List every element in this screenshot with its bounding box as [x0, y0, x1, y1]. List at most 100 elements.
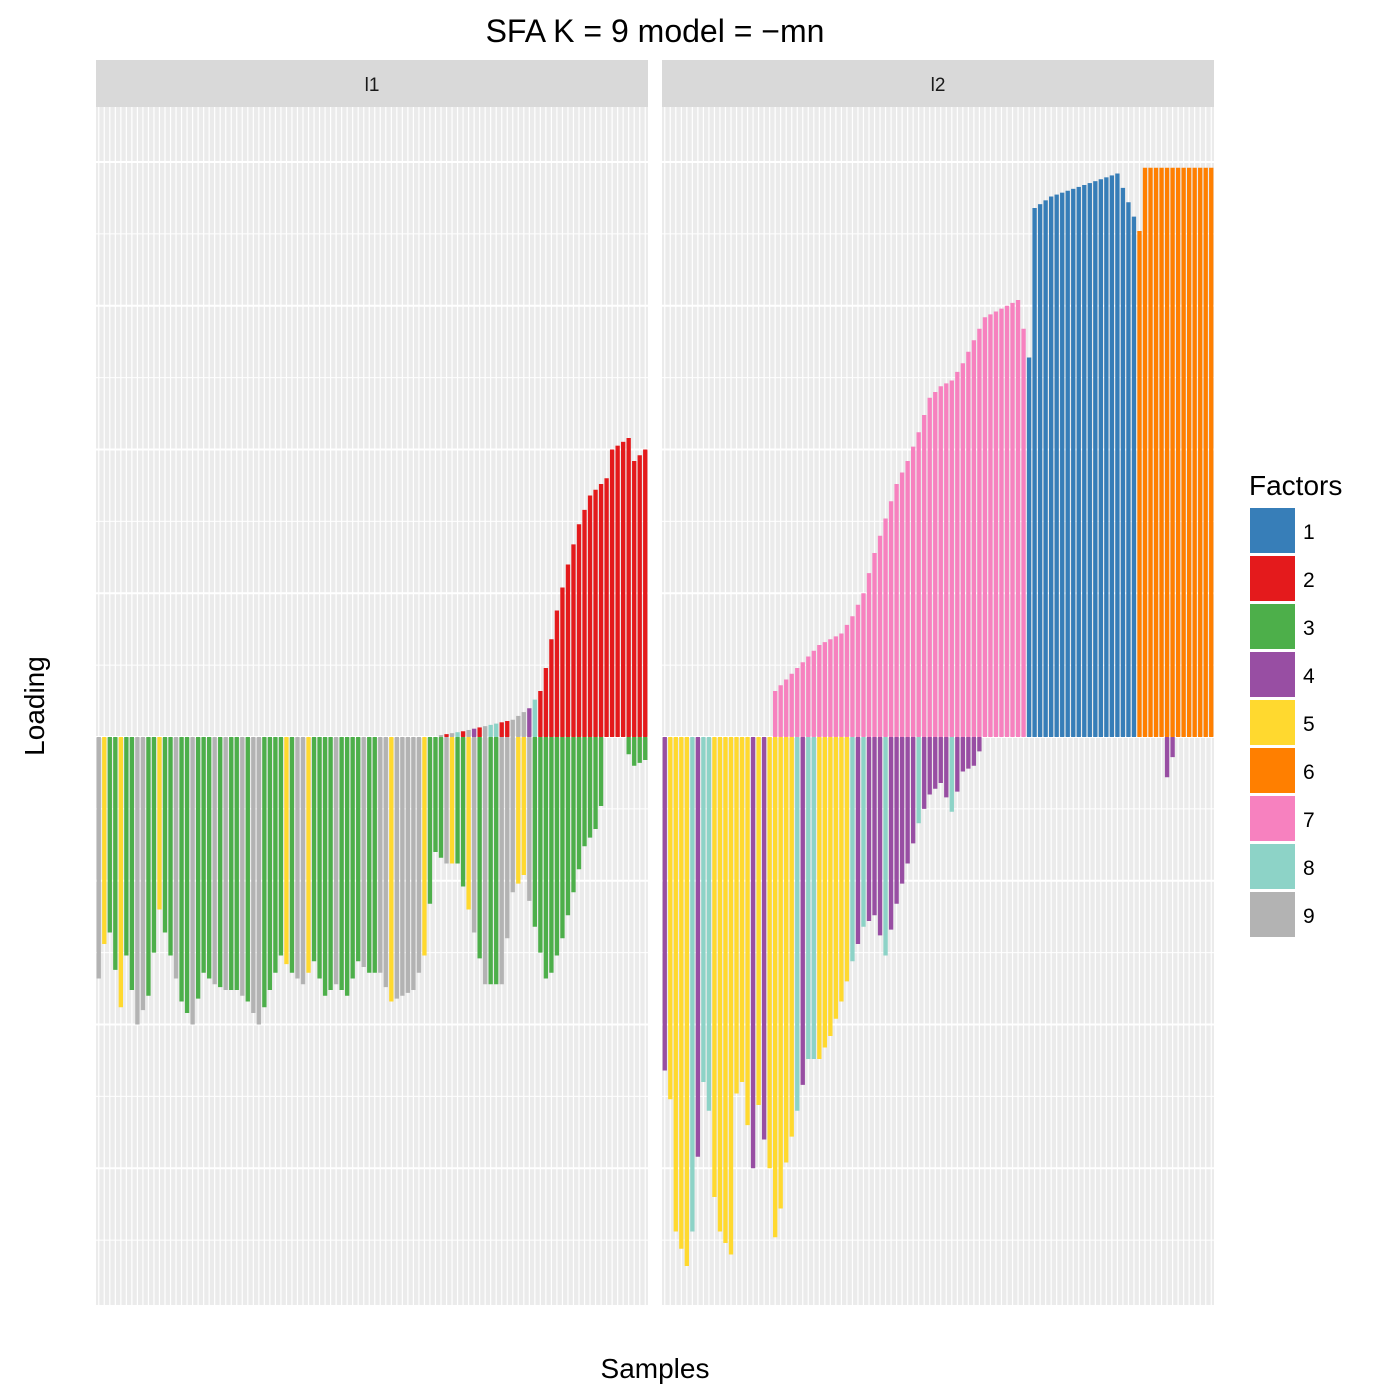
- bar-positive: [949, 380, 954, 737]
- bar-negative: [311, 737, 317, 962]
- legend-label-2: 2: [1303, 569, 1315, 592]
- bar-positive: [789, 673, 794, 737]
- bar-positive: [811, 650, 816, 737]
- bar-positive: [861, 593, 866, 737]
- bar-negative: [168, 737, 173, 956]
- facet-strip-l2: [662, 60, 1214, 107]
- bar-negative: [278, 737, 284, 956]
- bar-positive: [499, 722, 504, 737]
- bar-negative: [201, 737, 206, 973]
- bar-positive: [866, 573, 872, 737]
- bar-positive: [488, 724, 493, 737]
- bar-negative: [367, 737, 372, 973]
- bar-negative: [632, 737, 637, 766]
- bar-negative: [466, 737, 471, 910]
- bar-negative: [626, 737, 631, 755]
- bar-negative: [245, 737, 250, 1002]
- bar-positive: [565, 564, 571, 737]
- bar-negative: [695, 737, 701, 1157]
- y-axis-label: Loading: [19, 656, 50, 756]
- bar-negative: [532, 737, 537, 927]
- bar-negative: [717, 737, 723, 1232]
- bar-negative: [745, 737, 750, 1126]
- bar-negative: [673, 737, 678, 1232]
- plot-area-l2: [662, 107, 1214, 1305]
- bar-positive: [455, 732, 460, 737]
- legend-label-7: 7: [1303, 809, 1315, 832]
- bar-positive: [833, 636, 839, 737]
- bar-negative: [333, 737, 339, 985]
- bar-positive: [609, 449, 615, 737]
- bar-negative: [888, 737, 894, 930]
- bar-negative: [679, 737, 684, 1249]
- legend-key-1: [1250, 508, 1295, 553]
- bar-negative: [223, 737, 228, 990]
- legend-key-7: [1250, 796, 1295, 841]
- bar-positive: [626, 438, 631, 737]
- bar-negative: [877, 737, 883, 936]
- bar-positive: [505, 721, 510, 737]
- x-axis-label: Samples: [601, 1353, 710, 1384]
- bar-negative: [267, 737, 273, 990]
- bar-negative: [767, 737, 772, 1169]
- bar-negative: [113, 737, 118, 970]
- bar-negative: [922, 737, 927, 809]
- bar-negative: [102, 737, 107, 944]
- bar-negative: [527, 737, 532, 901]
- bar-positive: [538, 691, 543, 737]
- bar-positive: [894, 484, 899, 737]
- legend-key-6: [1250, 748, 1295, 793]
- bar-negative: [701, 737, 706, 1082]
- bar-negative: [911, 737, 916, 844]
- bar-negative: [494, 737, 499, 985]
- bar-positive: [1060, 192, 1065, 737]
- bar-positive: [795, 668, 800, 737]
- bar-negative: [543, 737, 549, 979]
- bar-negative: [345, 737, 350, 996]
- bar-negative: [927, 737, 932, 795]
- bar-positive: [911, 446, 916, 737]
- bar-negative: [107, 737, 112, 933]
- bar-positive: [527, 708, 532, 737]
- bar-negative: [894, 737, 899, 904]
- bar-positive: [1203, 167, 1208, 737]
- bar-negative: [811, 737, 816, 1059]
- bar-negative: [565, 737, 571, 916]
- bar-negative: [750, 737, 756, 1169]
- bar-positive: [1026, 357, 1032, 737]
- bar-negative: [521, 737, 526, 875]
- bar-positive: [855, 604, 861, 737]
- panel-l2: l2: [662, 60, 1214, 1305]
- bar-negative: [844, 737, 850, 982]
- bar-positive: [1181, 167, 1186, 737]
- bar-negative: [795, 737, 800, 1111]
- bar-positive: [1198, 167, 1203, 737]
- bar-positive: [549, 639, 554, 737]
- bar-negative: [455, 737, 460, 864]
- bar-negative: [598, 737, 604, 806]
- bar-negative: [949, 737, 954, 812]
- bar-positive: [927, 397, 932, 737]
- bar-negative: [955, 737, 960, 792]
- bar-negative: [350, 737, 355, 979]
- bar-positive: [1037, 204, 1043, 737]
- bar-negative: [668, 737, 673, 1100]
- bar-positive: [905, 461, 910, 737]
- bar-negative: [229, 737, 234, 990]
- bar-negative: [706, 737, 712, 1111]
- bar-negative: [861, 737, 866, 927]
- bar-negative: [135, 737, 140, 1025]
- bar-negative: [151, 737, 157, 953]
- bar-positive: [960, 363, 965, 737]
- bar-negative: [684, 737, 689, 1266]
- bar-positive: [966, 351, 971, 737]
- bar-negative: [560, 737, 565, 939]
- bar-negative: [140, 737, 146, 1011]
- bar-positive: [1175, 167, 1181, 737]
- bar-negative: [483, 737, 488, 985]
- bar-negative: [499, 737, 504, 985]
- bar-positive: [784, 679, 789, 737]
- bar-positive: [839, 633, 844, 737]
- bar-positive: [1142, 167, 1148, 737]
